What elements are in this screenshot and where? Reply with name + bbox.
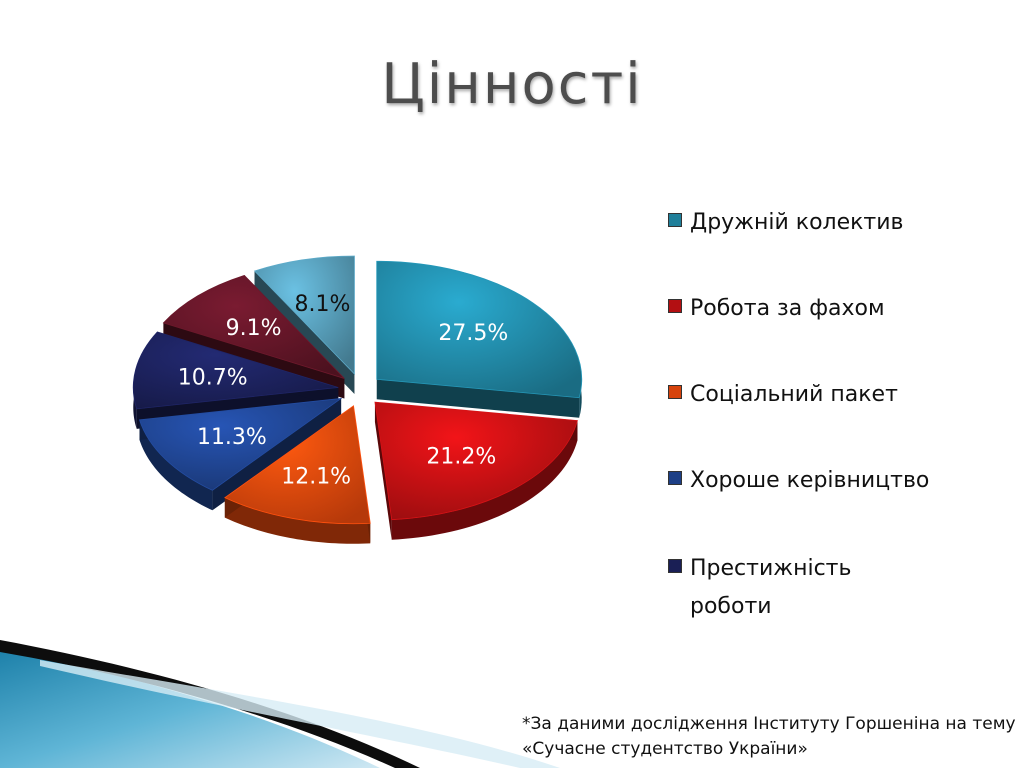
pie-slice-label: 27.5% [438,321,508,346]
pie-slice-top [138,397,343,491]
legend-item-social-package: Соціальний пакет [668,376,950,414]
pie-slice-top [132,331,339,410]
legend-swatch [668,385,682,399]
legend-label: Хороше керівництво [690,468,930,493]
decorative-swoosh [0,640,560,768]
legend-item-work-by-profession: Робота за фахом [668,290,950,328]
slide-title: Цінності [381,52,643,117]
pie-slice-side [224,497,371,544]
pie-slice-label: 11.3% [197,425,267,450]
pie-slice-wall [212,398,342,511]
pie-slice-label: 21.2% [426,445,496,470]
legend-label: Престижність роботи [690,556,852,619]
pie-slice-top [376,260,583,399]
legend-item-job-prestige: Престижність роботи [668,550,890,626]
pie-slice: 21.2% [374,401,578,540]
legend-swatch [668,213,682,227]
pie-slice: 9.1% [162,274,345,399]
footnote: *За даними дослідження Інституту Горшені… [522,714,1016,759]
pie-slice-top [253,255,355,376]
legend-label: Дружній колектив [690,210,904,235]
legend-swatch [668,299,682,313]
pie-slice-label: 8.1% [295,292,351,317]
pie-slice-side [139,419,213,511]
pie-slice-label: 10.7% [178,365,248,390]
legend-label: Робота за фахом [690,296,885,321]
pie-slice: 12.1% [224,405,371,544]
pie-slice-side [391,420,578,540]
pie-slice-top [224,405,371,525]
legend-item-good-management: Хороше керівництво [668,462,950,500]
legend-item-friendly-team: Дружній колектив [668,204,950,242]
pie-chart: 8.1% 9.1% 27.5% 10.7% 11.3% 21.2% 12.1% [132,255,583,544]
legend-swatch [668,559,682,573]
pie-slice: 27.5% [376,260,583,418]
pie-slice: 11.3% [138,397,343,511]
pie-slice-label: 9.1% [226,316,282,341]
pie-slice-label: 12.1% [281,465,351,490]
legend-swatch [668,471,682,485]
pie-slice-wall [376,379,580,418]
pie-slice-wall [374,402,392,540]
pie-slice-top [162,274,345,379]
pie-slice-top [374,401,578,521]
legend-label: Соціальний пакет [690,382,898,407]
